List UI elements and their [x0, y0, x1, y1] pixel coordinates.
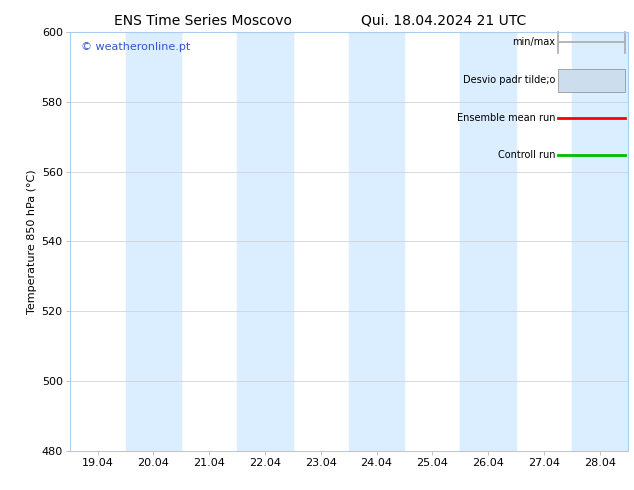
Text: Controll run: Controll run	[498, 150, 555, 160]
Bar	[126, 32, 181, 451]
Text: Ensemble mean run: Ensemble mean run	[456, 113, 555, 122]
Text: ENS Time Series Moscovo: ENS Time Series Moscovo	[114, 14, 292, 28]
Text: © weatheronline.pt: © weatheronline.pt	[81, 42, 190, 52]
Text: Desvio padr tilde;o: Desvio padr tilde;o	[463, 75, 555, 85]
Y-axis label: Temperature 850 hPa (°C): Temperature 850 hPa (°C)	[27, 169, 37, 314]
Text: Qui. 18.04.2024 21 UTC: Qui. 18.04.2024 21 UTC	[361, 14, 526, 28]
Bar	[460, 32, 516, 451]
FancyBboxPatch shape	[558, 69, 625, 92]
Text: min/max: min/max	[512, 37, 555, 48]
Bar	[349, 32, 404, 451]
Bar	[572, 32, 628, 451]
Bar	[237, 32, 293, 451]
